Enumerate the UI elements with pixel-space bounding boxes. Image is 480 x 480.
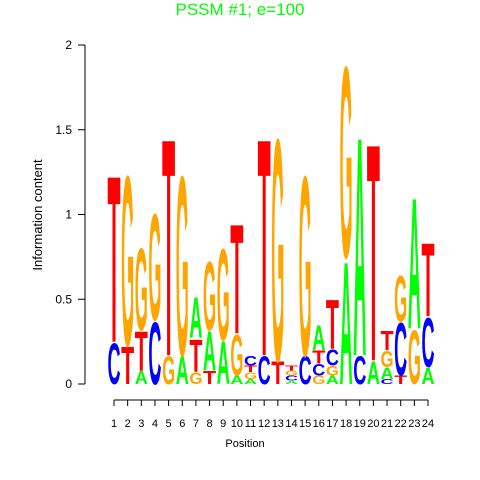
x-tick-label: 15 bbox=[299, 418, 311, 430]
logo-letter: T bbox=[285, 364, 299, 372]
logo-letter: A bbox=[203, 319, 216, 382]
logo-letter: C bbox=[299, 348, 312, 393]
x-tick-label: 12 bbox=[258, 418, 270, 430]
x-tick-label: 16 bbox=[313, 418, 325, 430]
logo-letter: C bbox=[394, 308, 407, 392]
logo-letter: A bbox=[381, 364, 394, 383]
logo-letter: T bbox=[121, 336, 134, 396]
logo-letter: T bbox=[394, 374, 408, 387]
x-tick-label: 14 bbox=[285, 418, 297, 430]
logo-letter: G bbox=[135, 224, 148, 355]
logo-letter: A bbox=[312, 319, 325, 358]
x-tick-label: 22 bbox=[395, 418, 407, 430]
logo-letter: G bbox=[408, 314, 421, 401]
logo-letter: A bbox=[135, 367, 148, 388]
x-tick-label: 8 bbox=[207, 418, 213, 430]
chart-title: PSSM #1; e=100 bbox=[175, 0, 304, 19]
x-tick-label: 10 bbox=[231, 418, 243, 430]
x-tick-label: 21 bbox=[381, 418, 393, 430]
logo-letter: C bbox=[258, 348, 271, 393]
logo-letter: G bbox=[326, 364, 339, 379]
logo-letter: T bbox=[258, 74, 271, 421]
y-tick-label: 1 bbox=[65, 208, 72, 222]
logo-letter: C bbox=[107, 333, 120, 398]
logo-letter: G bbox=[176, 122, 189, 410]
logo-letter: T bbox=[189, 330, 202, 383]
x-tick-label: 18 bbox=[340, 418, 352, 430]
logo-letter: A bbox=[353, 73, 366, 423]
logo-letter: T bbox=[107, 126, 120, 392]
x-tick-label: 7 bbox=[193, 418, 199, 430]
logo-letter: T bbox=[271, 355, 284, 392]
logo-letter: T bbox=[381, 325, 394, 357]
logo-letter: C bbox=[312, 361, 325, 380]
logo-letter: T bbox=[421, 223, 434, 340]
logo-letter: C bbox=[326, 345, 339, 370]
logo-letter: G bbox=[394, 263, 407, 336]
logo-letter: G bbox=[162, 348, 175, 393]
logo-letter: G bbox=[121, 125, 134, 397]
logo-letter: C bbox=[244, 353, 257, 368]
logo-letter: C bbox=[421, 304, 434, 382]
logo-letter: A bbox=[176, 348, 189, 393]
x-tick-label: 6 bbox=[179, 418, 185, 430]
y-tick-label: 1.5 bbox=[55, 123, 72, 137]
x-tick-label: 17 bbox=[326, 418, 338, 430]
x-tick-label: 13 bbox=[272, 418, 284, 430]
logo-letter: T bbox=[162, 74, 175, 421]
logo-letter: A bbox=[230, 374, 243, 387]
logo-letter: G bbox=[244, 371, 257, 381]
logo-letter: G bbox=[203, 241, 216, 351]
logo-letter: A bbox=[189, 287, 202, 352]
logo-letter: T bbox=[230, 191, 243, 367]
logo-letter: C bbox=[148, 304, 161, 404]
logo-letter: C bbox=[353, 348, 366, 393]
logo-letter: C bbox=[381, 378, 394, 386]
logo-letter: G bbox=[189, 369, 202, 388]
x-tick-label: 23 bbox=[408, 418, 420, 430]
x-tick-label: 3 bbox=[138, 418, 144, 430]
y-tick-label: 0.5 bbox=[55, 292, 72, 306]
x-tick-label: 20 bbox=[367, 418, 379, 430]
x-tick-label: 19 bbox=[354, 418, 366, 430]
logo-letter: A bbox=[217, 329, 230, 398]
logo-letter: G bbox=[340, 11, 353, 316]
logo-letter: G bbox=[217, 221, 230, 368]
logo-letter: T bbox=[367, 79, 380, 426]
x-tick-label: 5 bbox=[166, 418, 172, 430]
x-tick-label: 11 bbox=[245, 418, 256, 430]
y-tick-label: 2 bbox=[65, 38, 72, 52]
logo-letter: A bbox=[421, 364, 434, 389]
logo-letter: T bbox=[244, 365, 257, 375]
logo-letter: A bbox=[340, 226, 353, 421]
logo-letter: C bbox=[285, 374, 298, 382]
y-axis-label: Information content bbox=[30, 159, 45, 271]
x-axis-label: Position bbox=[225, 438, 264, 450]
logo-letter: G bbox=[230, 324, 243, 389]
x-tick-label: 9 bbox=[220, 418, 226, 430]
logo-letter: A bbox=[326, 374, 339, 387]
logo-letter: G bbox=[312, 374, 325, 387]
logo-letter: G bbox=[148, 182, 161, 352]
logo-letter: T bbox=[326, 286, 339, 364]
logo-letter: G bbox=[271, 72, 284, 428]
logo-letter: T bbox=[312, 347, 326, 368]
logo-letter: G bbox=[285, 369, 298, 377]
x-tick-label: 1 bbox=[111, 418, 117, 430]
logo-letter: T bbox=[135, 319, 148, 382]
y-tick-label: 0 bbox=[65, 377, 72, 391]
logo-letter: A bbox=[408, 161, 421, 369]
x-tick-label: 24 bbox=[422, 418, 434, 430]
logo-letter: T bbox=[203, 367, 217, 388]
logo-letter: A bbox=[285, 380, 298, 385]
x-tick-label: 4 bbox=[152, 418, 158, 430]
x-tick-label: 2 bbox=[125, 418, 131, 430]
logo-letter: A bbox=[367, 355, 380, 392]
logo-letter: G bbox=[299, 122, 312, 410]
logo-letter: A bbox=[244, 378, 257, 386]
logo-letter: G bbox=[381, 347, 394, 372]
